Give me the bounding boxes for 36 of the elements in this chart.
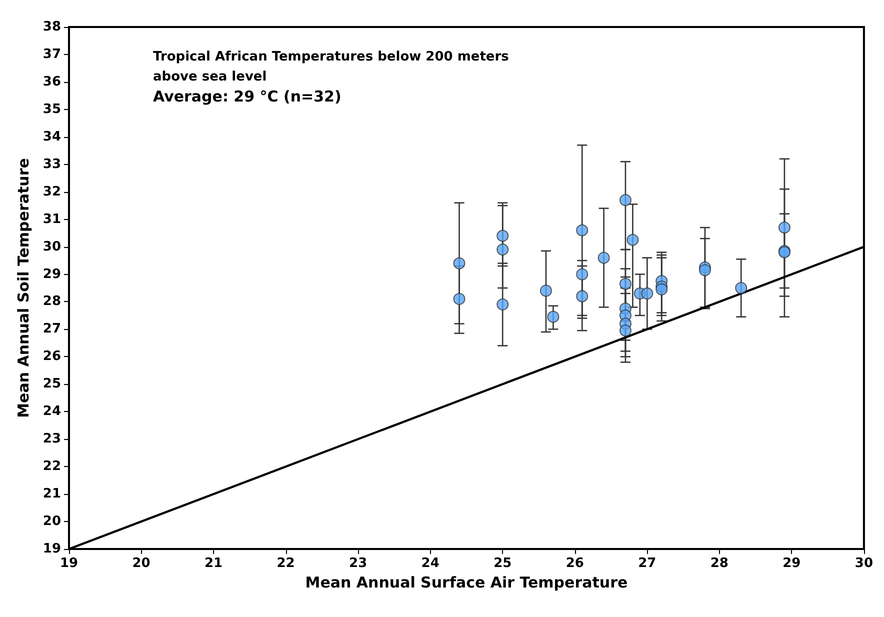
- y-tick-label: 22: [42, 459, 61, 474]
- y-tick-label: 29: [42, 266, 61, 282]
- y-tick-label: 31: [42, 212, 61, 227]
- y-tick-label: 38: [42, 20, 61, 34]
- y-tick-label: 36: [42, 74, 61, 90]
- y-tick-label: 37: [42, 46, 61, 62]
- text: Tropical African Temperatures below 200 meters above sea level: [153, 50, 514, 84]
- x-tick-label: 23: [349, 556, 368, 571]
- x-tick-label: 27: [638, 556, 656, 571]
- x-tick-label: 25: [494, 556, 512, 571]
- y-tick-label: 27: [42, 322, 61, 337]
- x-tick-label: 24: [421, 556, 440, 571]
- x-tick-label: 20: [132, 556, 150, 571]
- y-tick-label: 23: [42, 432, 61, 447]
- x-tick-label: 19: [60, 556, 78, 571]
- y-axis-title: Mean Annual Soil Temperature: [14, 158, 32, 418]
- x-tick-label: 22: [276, 556, 295, 571]
- y-tick-label: 33: [42, 156, 61, 172]
- x-axis-title: Mean Annual Surface Air Temperature: [305, 573, 628, 592]
- text: Average: 29 °C (n=32): [153, 88, 342, 106]
- y-tick-label: 35: [42, 102, 61, 117]
- y-tick-label: 21: [42, 486, 61, 502]
- x-tick-label: 21: [204, 556, 223, 571]
- x-tick-label: 29: [782, 556, 801, 571]
- y-tick-label: 19: [42, 542, 61, 556]
- y-tick-label: 28: [42, 294, 61, 310]
- y-tick-label: 20: [42, 514, 61, 530]
- x-tick-label: 28: [710, 556, 728, 571]
- y-tick-label: 25: [42, 376, 61, 392]
- y-tick-label: 30: [42, 239, 61, 254]
- y-tick-label: 26: [42, 349, 61, 364]
- y-tick-label: 32: [42, 184, 61, 200]
- x-tick-label: 26: [566, 556, 584, 571]
- x-tick-label: 30: [854, 556, 873, 571]
- y-tick-label: 34: [42, 129, 61, 144]
- y-tick-label: 24: [42, 404, 61, 420]
